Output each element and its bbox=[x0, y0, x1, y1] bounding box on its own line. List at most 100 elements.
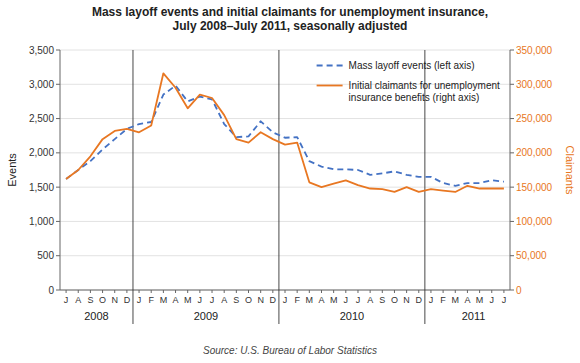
grid-line bbox=[60, 187, 510, 188]
tick-label: A bbox=[75, 295, 81, 305]
tick-mark bbox=[139, 290, 140, 293]
tick-mark bbox=[370, 290, 371, 293]
tick-label: A bbox=[464, 295, 470, 305]
tick-label: M bbox=[184, 295, 192, 305]
tick-mark bbox=[491, 290, 492, 293]
axis-line bbox=[510, 50, 511, 290]
tick-label: S bbox=[233, 295, 239, 305]
tick-mark bbox=[90, 290, 91, 293]
tick-label: M bbox=[476, 295, 484, 305]
legend-swatch bbox=[317, 65, 343, 67]
tick-label: 350,000 bbox=[516, 45, 553, 56]
tick-mark bbox=[406, 290, 407, 293]
tick-mark bbox=[467, 290, 468, 293]
tick-label: J bbox=[137, 295, 142, 305]
legend-label: Initial claimants for unemploymentinsura… bbox=[349, 80, 500, 103]
tick-mark bbox=[56, 221, 60, 222]
tick-label: N bbox=[111, 295, 118, 305]
tick-label: 1,500 bbox=[29, 182, 54, 193]
tick-label: J bbox=[429, 295, 434, 305]
series-line bbox=[66, 86, 504, 186]
tick-mark bbox=[479, 290, 480, 293]
tick-label: 500 bbox=[37, 250, 54, 261]
text-line: Mass layoff events and initial claimants… bbox=[92, 5, 488, 19]
text-line: July 2008–July 2011, seasonally adjusted bbox=[173, 19, 408, 33]
tick-mark bbox=[56, 50, 60, 51]
tick-label: D bbox=[124, 295, 131, 305]
tick-mark bbox=[66, 290, 67, 293]
tick-label: M bbox=[160, 295, 168, 305]
tick-mark bbox=[78, 290, 79, 293]
tick-label: J bbox=[356, 295, 361, 305]
tick-label: 200,000 bbox=[516, 147, 553, 158]
tick-mark bbox=[510, 50, 514, 51]
tick-mark bbox=[56, 290, 60, 291]
tick-mark bbox=[321, 290, 322, 293]
tick-label: 0 bbox=[516, 285, 522, 296]
tick-mark bbox=[272, 290, 273, 293]
tick-mark bbox=[382, 290, 383, 293]
tick-mark bbox=[224, 290, 225, 293]
tick-mark bbox=[102, 290, 103, 293]
tick-mark bbox=[114, 290, 115, 293]
tick-mark bbox=[418, 290, 419, 293]
tick-label: O bbox=[391, 295, 398, 305]
tick-mark bbox=[297, 290, 298, 293]
tick-mark bbox=[510, 152, 514, 153]
tick-label: M bbox=[306, 295, 314, 305]
tick-label: A bbox=[221, 295, 227, 305]
tick-mark bbox=[357, 290, 358, 293]
tick-mark bbox=[260, 290, 261, 293]
tick-label: J bbox=[64, 295, 69, 305]
year-label: 2010 bbox=[340, 310, 364, 322]
grid-line bbox=[60, 152, 510, 153]
tick-mark bbox=[248, 290, 249, 293]
tick-mark bbox=[443, 290, 444, 293]
tick-mark bbox=[236, 290, 237, 293]
tick-mark bbox=[175, 290, 176, 293]
legend-label: Mass layoff events (left axis) bbox=[349, 60, 475, 71]
tick-label: 1,000 bbox=[29, 216, 54, 227]
tick-label: F bbox=[294, 295, 300, 305]
legend-swatch bbox=[317, 85, 343, 87]
tick-label: F bbox=[440, 295, 446, 305]
text-line: Mass layoff events (left axis) bbox=[349, 60, 475, 71]
tick-mark bbox=[455, 290, 456, 293]
tick-mark bbox=[56, 255, 60, 256]
tick-label: 2,000 bbox=[29, 147, 54, 158]
title: Mass layoff events and initial claimants… bbox=[92, 5, 488, 33]
tick-mark bbox=[56, 84, 60, 85]
axis-label: Claimants bbox=[564, 146, 576, 195]
tick-mark bbox=[187, 290, 188, 293]
tick-label: M bbox=[452, 295, 460, 305]
tick-label: O bbox=[99, 295, 106, 305]
text-line: insurance benefits (right axis) bbox=[349, 92, 480, 103]
tick-label: A bbox=[367, 295, 373, 305]
year-label: 2011 bbox=[462, 310, 486, 322]
tick-label: J bbox=[502, 295, 507, 305]
tick-mark bbox=[56, 187, 60, 188]
tick-label: M bbox=[330, 295, 338, 305]
tick-mark bbox=[151, 290, 152, 293]
tick-mark bbox=[212, 290, 213, 293]
tick-mark bbox=[510, 187, 514, 188]
chart: Mass layoff events and initial claimants… bbox=[0, 0, 580, 363]
tick-mark bbox=[510, 290, 514, 291]
tick-label: N bbox=[257, 295, 264, 305]
axis-label: Events bbox=[6, 153, 18, 187]
year-label: 2009 bbox=[194, 310, 218, 322]
tick-mark bbox=[126, 290, 127, 293]
tick-label: J bbox=[198, 295, 203, 305]
tick-mark bbox=[510, 255, 514, 256]
tick-mark bbox=[510, 221, 514, 222]
grid-line bbox=[60, 50, 510, 51]
tick-mark bbox=[510, 84, 514, 85]
tick-label: 2,500 bbox=[29, 113, 54, 124]
tick-mark bbox=[309, 290, 310, 293]
tick-mark bbox=[503, 290, 504, 293]
tick-label: 50,000 bbox=[516, 250, 547, 261]
tick-label: D bbox=[416, 295, 423, 305]
grid bbox=[60, 50, 510, 290]
tick-label: 3,000 bbox=[29, 79, 54, 90]
tick-mark bbox=[333, 290, 334, 293]
